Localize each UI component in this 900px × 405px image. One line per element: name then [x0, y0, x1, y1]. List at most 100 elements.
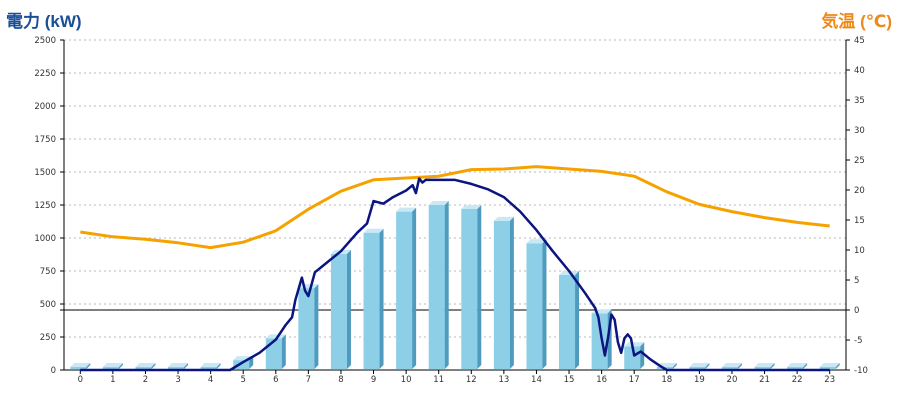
- x-tick-label: 10: [401, 375, 412, 385]
- power-bar: [298, 288, 315, 369]
- left-tick-label: 2000: [34, 102, 56, 112]
- power-bar-side: [672, 363, 677, 369]
- power-bar-side: [86, 363, 91, 369]
- x-tick-label: 8: [338, 375, 343, 385]
- right-tick-label: 45: [854, 36, 865, 46]
- power-bar-side: [314, 284, 319, 369]
- power-bar-side: [281, 334, 286, 369]
- power-bar-side: [151, 363, 156, 369]
- power-bar-side: [216, 363, 221, 369]
- left-tick-label: 1500: [34, 168, 56, 178]
- power-bar-top: [754, 363, 775, 367]
- temperature-line: [80, 165, 830, 250]
- power-bar-top: [526, 239, 547, 244]
- x-tick-label: 14: [531, 375, 542, 385]
- power-bar-top: [493, 216, 514, 221]
- x-tick-label: 13: [498, 375, 509, 385]
- right-axis-title: 気温 (℃): [821, 12, 892, 31]
- x-tick-label: 15: [564, 375, 575, 385]
- x-tick-label: 6: [273, 375, 278, 385]
- x-tick-label: 17: [629, 375, 640, 385]
- right-tick-label: -10: [854, 366, 868, 376]
- power-bar: [526, 243, 543, 369]
- power-bar: [689, 367, 706, 369]
- power-bar: [102, 367, 119, 369]
- power-bar: [624, 346, 641, 369]
- power-bar: [754, 367, 771, 369]
- left-tick-label: 1250: [34, 201, 56, 211]
- right-tick-label: -5: [854, 336, 862, 346]
- power-bar: [265, 338, 282, 369]
- power-bar: [363, 232, 380, 369]
- left-tick-label: 1000: [34, 234, 56, 244]
- power-bar-top: [168, 363, 189, 367]
- x-tick-label: 1: [110, 375, 115, 385]
- power-bar: [168, 367, 185, 369]
- power-bar-side: [509, 216, 514, 369]
- right-tick-label: 35: [854, 96, 865, 106]
- power-bar-top: [102, 363, 123, 367]
- power-bar-top: [363, 228, 384, 233]
- power-bar-side: [118, 363, 123, 369]
- x-tick-label: 5: [240, 375, 245, 385]
- power-bar-side: [640, 342, 645, 369]
- left-tick-label: 500: [40, 300, 56, 310]
- x-tick-label: 16: [596, 375, 607, 385]
- power-bar-side: [803, 363, 808, 369]
- right-tick-label: 30: [854, 126, 865, 136]
- power-bar-top: [819, 363, 840, 367]
- power-bar: [200, 367, 217, 369]
- x-tick-label: 2: [143, 375, 148, 385]
- power-bar: [819, 367, 836, 369]
- left-tick-label: 250: [40, 333, 56, 343]
- power-bar-top: [689, 363, 710, 367]
- left-tick-label: 0: [51, 366, 56, 376]
- power-bar-side: [184, 363, 189, 369]
- x-tick-label: 11: [433, 375, 444, 385]
- right-tick-label: 25: [854, 156, 865, 166]
- x-tick-label: 12: [466, 375, 477, 385]
- power-bar: [70, 367, 87, 369]
- power-bar-top: [428, 201, 449, 205]
- power-bar-top: [200, 363, 221, 367]
- power-bar-side: [346, 249, 351, 369]
- power-bar-top: [787, 363, 808, 367]
- power-bar-side: [705, 363, 710, 369]
- power-bar-top: [721, 363, 742, 367]
- power-bar-top: [396, 207, 417, 212]
- x-tick-label: 20: [727, 375, 738, 385]
- power-bar: [135, 367, 152, 369]
- power-bar: [428, 205, 445, 369]
- power-bar-side: [770, 363, 775, 369]
- x-tick-label: 22: [792, 375, 803, 385]
- power-bar: [493, 220, 510, 369]
- power-bar-side: [444, 201, 449, 369]
- power-bar-side: [737, 363, 742, 369]
- power-bar: [721, 367, 738, 369]
- x-tick-label: 23: [824, 375, 835, 385]
- right-tick-label: 5: [854, 276, 859, 286]
- x-tick-label: 21: [759, 375, 770, 385]
- power-bar-top: [461, 204, 482, 209]
- right-tick-label: 40: [854, 66, 865, 76]
- x-tick-label: 0: [78, 375, 83, 385]
- right-tick-label: 15: [854, 216, 865, 226]
- power-bar-top: [265, 334, 286, 339]
- power-bar-top: [624, 342, 645, 347]
- left-tick-label: 750: [40, 267, 56, 277]
- x-tick-label: 18: [661, 375, 672, 385]
- power-bar: [559, 274, 576, 369]
- power-bar: [787, 367, 804, 369]
- right-tick-label: 10: [854, 246, 865, 256]
- right-tick-label: 20: [854, 186, 865, 196]
- power-demand-line: [80, 177, 830, 372]
- power-bar-top: [70, 363, 91, 367]
- power-bar-side: [412, 207, 417, 369]
- x-tick-label: 7: [306, 375, 311, 385]
- x-tick-label: 3: [175, 375, 180, 385]
- power-bar-side: [835, 363, 840, 369]
- x-tick-label: 9: [371, 375, 376, 385]
- left-tick-label: 1750: [34, 135, 56, 145]
